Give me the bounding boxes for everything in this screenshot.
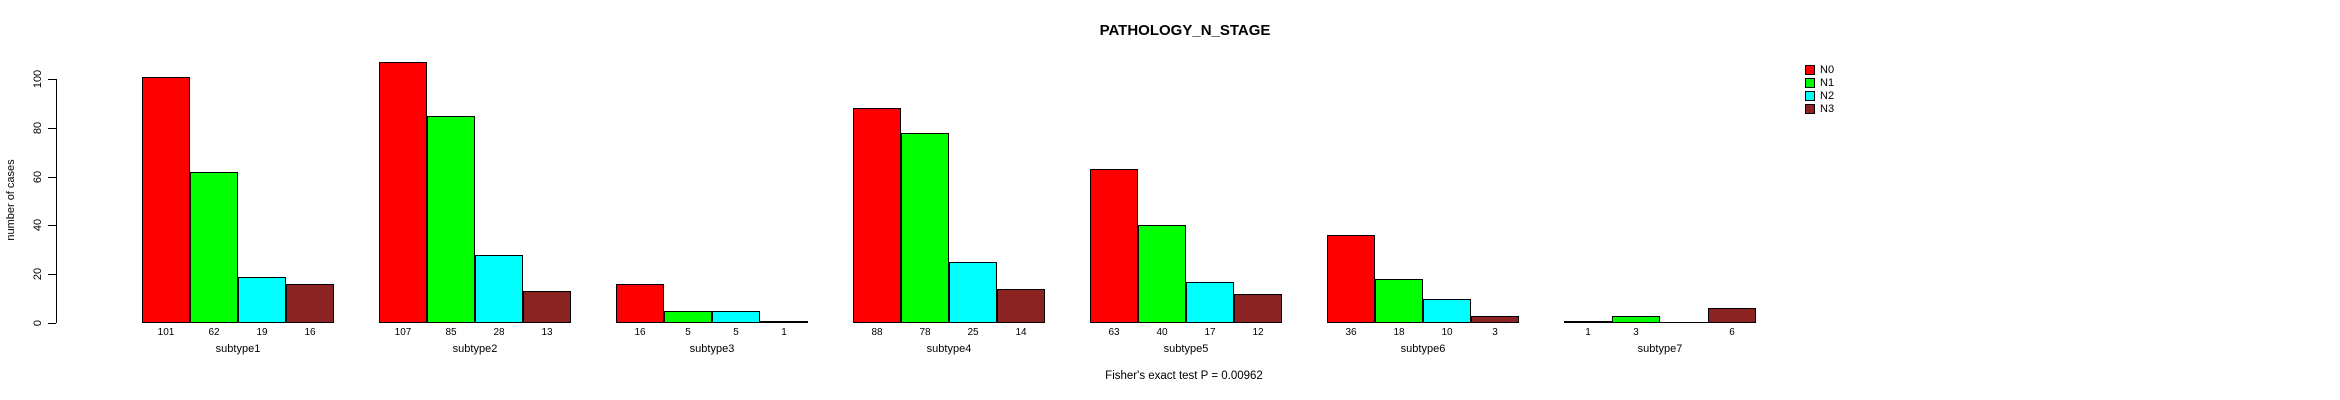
bar-subtype2-N2 — [475, 255, 523, 323]
legend-row: N1 — [1805, 77, 1835, 89]
y-axis-label: number of cases — [5, 159, 17, 241]
legend-swatch-N1 — [1805, 78, 1815, 88]
legend-row: N3 — [1805, 103, 1835, 115]
category-label-subtype1: subtype1 — [215, 343, 261, 355]
bar-subtype7-N2 — [1660, 322, 1708, 323]
bar-value-label: 88 — [871, 327, 883, 338]
bar-subtype7-N0 — [1564, 321, 1612, 323]
bar-value-label: 1 — [781, 327, 787, 338]
bar-subtype6-N1 — [1375, 279, 1423, 323]
category-label-subtype7: subtype7 — [1637, 343, 1683, 355]
bar-subtype5-N3 — [1234, 294, 1282, 323]
bar-value-label: 16 — [634, 327, 646, 338]
legend-label: N0 — [1820, 64, 1835, 76]
bar-subtype3-N3 — [760, 321, 808, 323]
bar-subtype4-N0 — [853, 108, 901, 323]
bar-subtype3-N1 — [664, 311, 712, 323]
bar-value-label: 5 — [685, 327, 691, 338]
y-tick-label: 100 — [32, 69, 44, 89]
bar-value-label: 25 — [967, 327, 979, 338]
bar-subtype2-N0 — [379, 62, 427, 323]
bar-value-label: 78 — [919, 327, 931, 338]
bar-value-label: 19 — [256, 327, 268, 338]
legend-label: N3 — [1820, 103, 1835, 115]
y-tick-label: 20 — [32, 267, 44, 281]
bar-value-label: 12 — [1252, 327, 1264, 338]
legend-swatch-N2 — [1805, 91, 1815, 101]
bar-subtype7-N1 — [1612, 316, 1660, 323]
bar-subtype6-N2 — [1423, 299, 1471, 323]
bar-subtype5-N0 — [1090, 169, 1138, 323]
legend-swatch-N3 — [1805, 104, 1815, 114]
y-tick-label: 60 — [32, 170, 44, 184]
bar-value-label: 18 — [1393, 327, 1405, 338]
legend-label: N2 — [1820, 90, 1835, 102]
bar-value-label: 3 — [1492, 327, 1498, 338]
y-tick-label: 80 — [32, 121, 44, 135]
category-label-subtype5: subtype5 — [1163, 343, 1209, 355]
category-label-subtype4: subtype4 — [926, 343, 972, 355]
category-label-subtype2: subtype2 — [452, 343, 498, 355]
bar-subtype2-N1 — [427, 116, 475, 323]
bar-subtype6-N3 — [1471, 316, 1519, 323]
bar-value-label: 6 — [1729, 327, 1735, 338]
bar-subtype3-N2 — [712, 311, 760, 323]
bar-subtype1-N2 — [238, 277, 286, 323]
bar-value-label: 107 — [394, 327, 412, 338]
y-tick — [48, 128, 56, 129]
bar-value-label: 62 — [208, 327, 220, 338]
bar-value-label: 5 — [733, 327, 739, 338]
y-tick — [48, 79, 56, 80]
bar-subtype5-N1 — [1138, 225, 1186, 323]
y-axis-line — [56, 79, 57, 323]
bar-subtype6-N0 — [1327, 235, 1375, 323]
bar-subtype4-N1 — [901, 133, 949, 323]
bar-value-label: 14 — [1015, 327, 1027, 338]
bar-value-label: 36 — [1345, 327, 1357, 338]
bar-subtype4-N3 — [997, 289, 1045, 323]
bar-value-label: 3 — [1633, 327, 1639, 338]
y-tick — [48, 225, 56, 226]
bar-value-label: 28 — [493, 327, 505, 338]
category-label-subtype3: subtype3 — [689, 343, 735, 355]
bar-subtype4-N2 — [949, 262, 997, 323]
legend-row: N0 — [1805, 64, 1835, 76]
bar-subtype1-N3 — [286, 284, 334, 323]
category-label-subtype6: subtype6 — [1400, 343, 1446, 355]
bar-value-label: 13 — [541, 327, 553, 338]
legend-label: N1 — [1820, 77, 1835, 89]
bar-value-label: 101 — [157, 327, 175, 338]
bar-subtype3-N0 — [616, 284, 664, 323]
y-tick-label: 40 — [32, 218, 44, 232]
bar-value-label: 17 — [1204, 327, 1216, 338]
bar-value-label: 85 — [445, 327, 457, 338]
legend-row: N2 — [1805, 90, 1835, 102]
bar-subtype1-N1 — [190, 172, 238, 323]
bar-value-label: 10 — [1441, 327, 1453, 338]
legend: N0 N1 N2 N3 — [1805, 64, 1835, 117]
bar-value-label: 63 — [1108, 327, 1120, 338]
y-tick — [48, 177, 56, 178]
bar-subtype1-N0 — [142, 77, 190, 323]
bar-value-label: 40 — [1156, 327, 1168, 338]
y-tick — [48, 323, 56, 324]
bar-subtype5-N2 — [1186, 282, 1234, 323]
y-tick — [48, 274, 56, 275]
y-tick-label: 0 — [32, 319, 44, 327]
legend-swatch-N0 — [1805, 65, 1815, 75]
statistical-test-annotation: Fisher's exact test P = 0.00962 — [1105, 370, 1263, 382]
bar-subtype7-N3 — [1708, 308, 1756, 323]
bar-value-label: 1 — [1585, 327, 1591, 338]
bar-value-label: 16 — [304, 327, 316, 338]
bar-subtype2-N3 — [523, 291, 571, 323]
chart-title: PATHOLOGY_N_STAGE — [1099, 22, 1271, 39]
